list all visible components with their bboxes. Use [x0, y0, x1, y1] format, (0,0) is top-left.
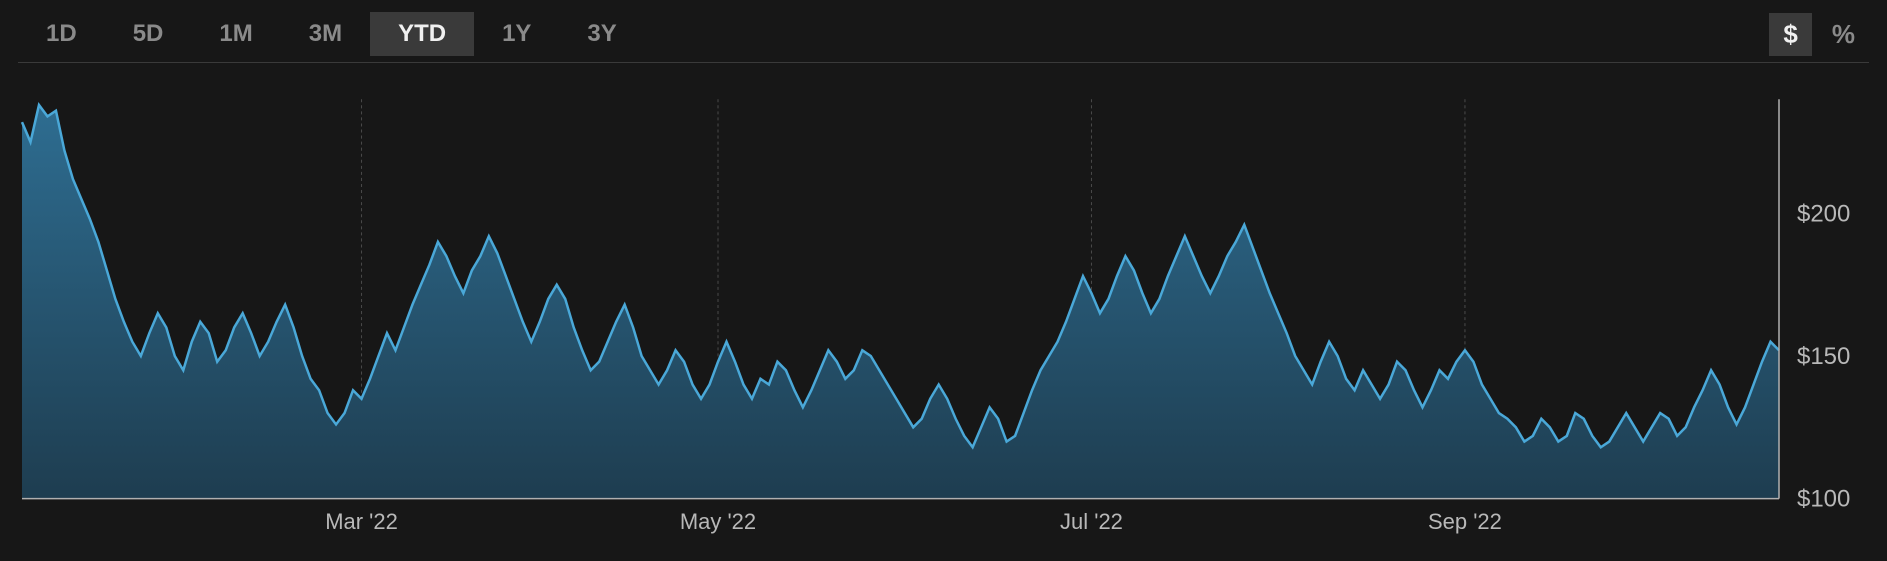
svg-text:May '22: May '22: [680, 509, 756, 534]
unit-dollar-button[interactable]: $: [1769, 13, 1811, 56]
range-tab-1d[interactable]: 1D: [18, 12, 105, 56]
range-tab-5d[interactable]: 5D: [105, 12, 192, 56]
chart-container: 1D 5D 1M 3M YTD 1Y 3Y $ % Mar '22 May '22…: [0, 0, 1887, 561]
range-tab-3y[interactable]: 3Y: [559, 12, 644, 56]
svg-text:Sep '22: Sep '22: [1428, 509, 1502, 534]
range-tabs: 1D 5D 1M 3M YTD 1Y 3Y: [18, 12, 645, 56]
unit-percent-button[interactable]: %: [1818, 13, 1869, 56]
range-tab-3m[interactable]: 3M: [281, 12, 370, 56]
range-tab-1m[interactable]: 1M: [191, 12, 280, 56]
svg-text:$100: $100: [1797, 486, 1850, 513]
svg-text:Jul '22: Jul '22: [1060, 509, 1123, 534]
price-chart: Mar '22 May '22 Jul '22 Sep '22 $100 $150 $200: [18, 69, 1869, 543]
range-tab-ytd[interactable]: YTD: [370, 12, 474, 56]
chart-plot-area[interactable]: Mar '22 May '22 Jul '22 Sep '22 $100 $150 $200: [18, 69, 1869, 543]
svg-text:$150: $150: [1797, 343, 1850, 370]
svg-text:$200: $200: [1797, 200, 1850, 227]
range-tab-1y[interactable]: 1Y: [474, 12, 559, 56]
unit-toggle: $ %: [1769, 13, 1869, 56]
chart-toolbar: 1D 5D 1M 3M YTD 1Y 3Y $ %: [18, 12, 1869, 63]
svg-text:Mar '22: Mar '22: [325, 509, 398, 534]
